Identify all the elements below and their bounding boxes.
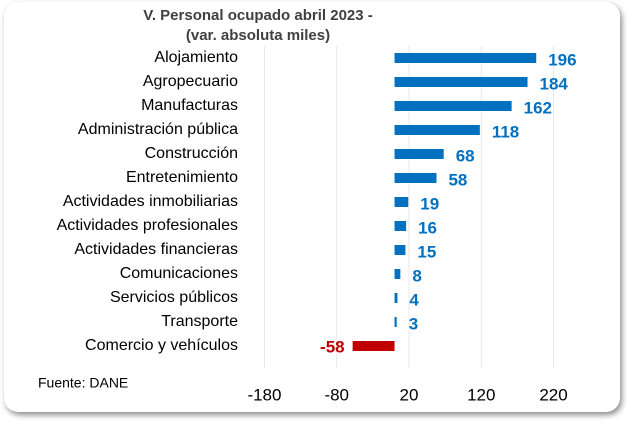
x-tick-label: 120 <box>467 385 495 404</box>
value-label: -58 <box>320 337 345 356</box>
bar <box>394 53 537 63</box>
x-tick-label: -180 <box>247 385 281 404</box>
y-tick-label: Actividades inmobiliarias <box>63 193 238 210</box>
y-tick-label: Manufacturas <box>141 97 238 114</box>
y-tick-label: Actividades financieras <box>74 241 238 258</box>
value-label: 184 <box>540 74 569 93</box>
x-tick-label: -80 <box>324 385 349 404</box>
value-label: 8 <box>412 266 421 285</box>
y-tick-label: Comercio y vehículos <box>85 337 238 354</box>
y-tick-label: Entretenimiento <box>126 169 238 186</box>
bar <box>394 221 407 231</box>
value-label: 118 <box>492 122 519 141</box>
y-tick-label: Comunicaciones <box>120 265 238 282</box>
y-tick-label: Agropecuario <box>143 73 238 90</box>
bar <box>394 269 401 279</box>
bar <box>394 149 444 159</box>
value-label: 196 <box>548 50 576 69</box>
y-tick-label: Alojamiento <box>154 49 238 66</box>
value-label: 162 <box>524 98 552 117</box>
value-label: 58 <box>448 170 467 189</box>
bar <box>394 317 397 327</box>
value-label: 16 <box>418 218 437 237</box>
value-label: 4 <box>409 290 419 309</box>
y-tick-label: Construcción <box>145 145 238 162</box>
bar <box>394 173 437 183</box>
value-label: 68 <box>456 146 475 165</box>
chart-title: V. Personal ocupado abril 2023 - <box>143 7 373 24</box>
bar <box>352 341 395 351</box>
x-tick-label: 220 <box>539 385 567 404</box>
source: Fuente: DANE <box>38 375 128 391</box>
value-label: 15 <box>417 242 436 261</box>
y-tick-label: Actividades profesionales <box>57 217 238 234</box>
y-tick-label: Transporte <box>161 313 238 330</box>
y-tick-label: Servicios públicos <box>110 289 238 306</box>
bar <box>394 293 398 303</box>
bar <box>394 197 409 207</box>
bar <box>394 101 512 111</box>
value-label: 3 <box>409 314 418 333</box>
bar <box>394 77 528 87</box>
chart-subtitle: (var. absoluta miles) <box>186 27 330 44</box>
y-tick-label: Administración pública <box>78 121 238 138</box>
bar <box>394 245 406 255</box>
card <box>4 2 620 412</box>
value-label: 19 <box>420 194 439 213</box>
x-tick-label: 20 <box>400 385 419 404</box>
bar <box>394 125 480 135</box>
